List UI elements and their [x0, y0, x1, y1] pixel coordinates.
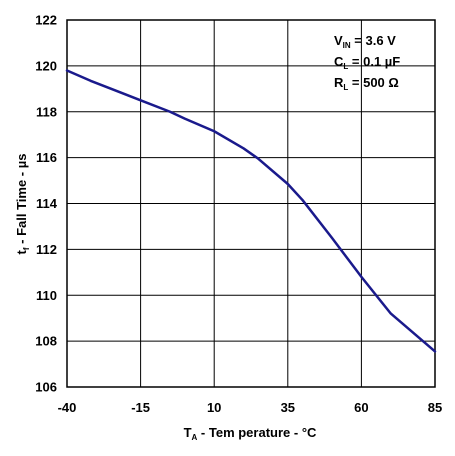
plot-border — [66, 19, 436, 388]
y-axis-title: tf - Fall Time - µs — [14, 154, 31, 255]
fall-time-curve — [65, 69, 437, 353]
y-tick-label: 122 — [35, 13, 57, 28]
series-layer — [65, 69, 437, 353]
x-axis-title: TA - Tem perature - °C — [184, 425, 317, 442]
y-tick-label: 106 — [35, 380, 57, 395]
tick-labels: -40 -15 10 35 60 85 106 108 110 112 114 116 118 120 12… — [35, 13, 442, 416]
x-tick-label: 85 — [428, 400, 442, 415]
plot-frame — [66, 19, 436, 388]
conditions-annotation: VIN = 3.6 V CL = 0.1 µF RL = 500 Ω — [334, 33, 400, 92]
y-tick-label: 110 — [36, 288, 57, 303]
x-tick-label: 35 — [281, 400, 295, 415]
y-tick-label: 114 — [36, 196, 58, 211]
x-tick-label: 10 — [207, 400, 221, 415]
annotation-rl: RL = 500 Ω — [334, 75, 399, 92]
y-tick-label: 118 — [36, 104, 57, 119]
y-tick-label: 120 — [35, 58, 57, 73]
y-tick-label: 108 — [35, 334, 57, 349]
x-tick-label: 60 — [354, 400, 368, 415]
y-tick-label: 112 — [36, 242, 57, 257]
grid — [67, 20, 435, 387]
annotation-cl: CL = 0.1 µF — [334, 54, 400, 71]
annotation-vin: VIN = 3.6 V — [334, 33, 396, 50]
y-tick-label: 116 — [36, 150, 57, 165]
x-tick-label: -15 — [131, 400, 150, 415]
x-tick-label: -40 — [58, 400, 77, 415]
